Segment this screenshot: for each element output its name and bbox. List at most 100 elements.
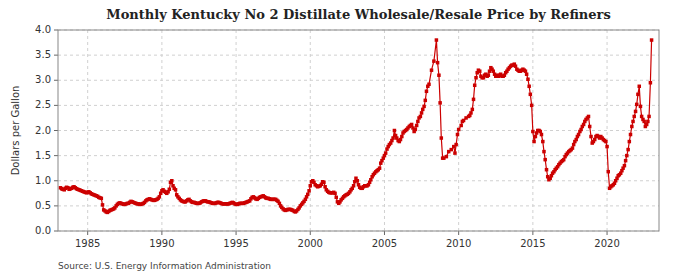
- marker: [410, 123, 414, 127]
- marker: [400, 135, 404, 139]
- tick-label: 2010: [446, 238, 471, 249]
- marker: [529, 93, 533, 97]
- marker: [174, 188, 178, 192]
- chart: 0.00.51.01.52.02.53.03.54.01985199019952…: [0, 0, 675, 275]
- tick-mark: [54, 55, 58, 56]
- marker: [487, 73, 491, 77]
- marker: [424, 99, 428, 103]
- marker: [640, 115, 644, 119]
- marker: [322, 181, 326, 185]
- tick-label: 0.0: [35, 225, 51, 236]
- marker: [369, 178, 373, 182]
- marker: [526, 77, 530, 81]
- marker: [646, 120, 650, 124]
- marker: [170, 179, 174, 183]
- marker: [416, 120, 420, 124]
- marker: [356, 179, 360, 183]
- marker: [437, 73, 441, 77]
- marker: [430, 68, 434, 72]
- tick-mark: [54, 231, 58, 232]
- tick-label: 2000: [298, 238, 323, 249]
- marker: [378, 166, 382, 170]
- tick-label: 0.5: [35, 200, 51, 211]
- marker: [457, 128, 461, 131]
- marker: [425, 90, 429, 94]
- marker: [543, 158, 547, 162]
- marker: [100, 197, 104, 201]
- grid-line: [161, 30, 162, 231]
- marker: [478, 69, 482, 73]
- marker: [574, 138, 578, 142]
- marker: [422, 105, 426, 109]
- tick-mark: [458, 231, 459, 235]
- marker: [393, 129, 397, 133]
- marker: [539, 130, 543, 134]
- marker: [647, 115, 651, 119]
- marker: [541, 140, 545, 144]
- marker: [634, 110, 638, 114]
- tick-label: 1990: [149, 238, 174, 249]
- marker: [384, 151, 388, 155]
- marker: [399, 138, 403, 142]
- tick-mark: [54, 130, 58, 131]
- marker: [631, 120, 635, 124]
- marker: [530, 104, 534, 108]
- marker: [626, 148, 630, 152]
- marker: [532, 140, 536, 144]
- grid-line: [58, 205, 659, 206]
- marker: [306, 193, 310, 197]
- marker: [593, 138, 597, 142]
- tick-mark: [54, 205, 58, 206]
- marker: [638, 85, 642, 89]
- marker: [333, 192, 337, 196]
- tick-label: 1995: [223, 238, 248, 249]
- tick-label: 1.5: [35, 150, 51, 161]
- marker: [473, 84, 477, 88]
- plot-background: [58, 30, 659, 231]
- tick-label: 2020: [594, 238, 619, 249]
- marker: [352, 184, 356, 188]
- tick-label: 3.0: [35, 74, 51, 85]
- marker: [449, 148, 453, 152]
- marker: [579, 128, 583, 131]
- tick-mark: [384, 231, 385, 235]
- marker: [454, 143, 458, 147]
- grid-line: [58, 80, 659, 81]
- marker: [605, 145, 609, 149]
- marker: [415, 124, 419, 128]
- marker: [440, 136, 444, 140]
- marker: [635, 103, 639, 107]
- marker: [323, 185, 327, 189]
- marker: [642, 120, 646, 124]
- marker: [632, 115, 636, 119]
- marker: [588, 125, 592, 129]
- tick-mark: [54, 155, 58, 156]
- marker: [432, 59, 436, 63]
- line: [61, 40, 652, 212]
- grid-line: [58, 105, 659, 106]
- marker: [427, 83, 431, 87]
- tick-label: 2015: [520, 238, 545, 249]
- tick-mark: [54, 105, 58, 106]
- grid-line: [58, 130, 659, 131]
- marker: [639, 105, 643, 109]
- tick-label: 1985: [75, 238, 100, 249]
- marker: [419, 115, 423, 119]
- marker: [438, 101, 442, 105]
- annotation: Source: U.S. Energy Information Administ…: [58, 261, 271, 271]
- marker: [630, 125, 634, 129]
- marker: [628, 140, 632, 144]
- marker: [577, 133, 581, 137]
- axis-label: Dollars per Gallon: [10, 86, 21, 176]
- grid-line: [58, 55, 659, 56]
- plot-frame: [58, 30, 659, 231]
- marker: [491, 69, 495, 73]
- marker: [534, 135, 538, 139]
- tick-label: 1.0: [35, 175, 51, 186]
- marker: [582, 123, 586, 127]
- marker: [525, 72, 529, 76]
- data-area: [59, 38, 654, 214]
- marker: [436, 61, 440, 65]
- marker: [524, 69, 528, 73]
- marker: [589, 135, 593, 139]
